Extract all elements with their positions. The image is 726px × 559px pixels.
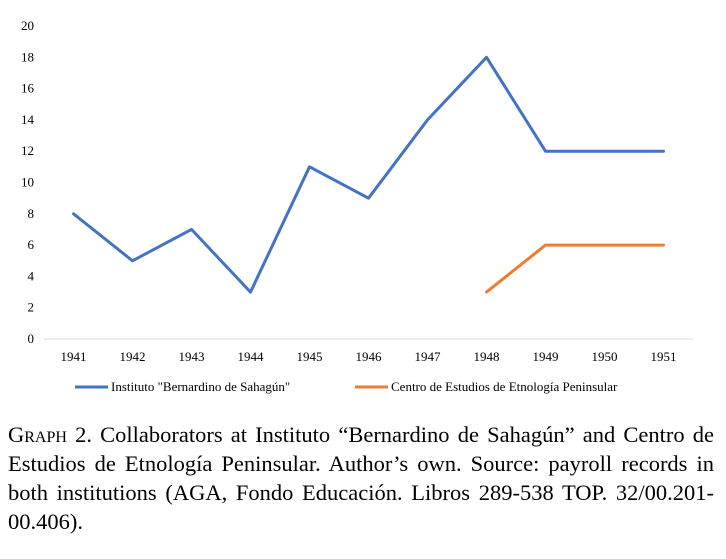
- x-axis-ticks: 1941 1942 1943 1944 1945 1946 1947 1948 1949 1950…: [61, 349, 677, 364]
- y-tick-label: 4: [28, 268, 35, 283]
- x-tick-label: 1947: [415, 349, 442, 364]
- y-tick-label: 18: [21, 49, 34, 64]
- series-lines: [72, 55, 665, 294]
- x-tick-label: 1943: [179, 349, 205, 364]
- y-tick-label: 6: [28, 237, 35, 252]
- series-line-1: [72, 55, 665, 294]
- x-tick-label: 1944: [238, 349, 265, 364]
- y-axis-ticks: 0 2 4 6 8 10 12 14 16 18 20: [21, 18, 35, 346]
- y-tick-label: 0: [28, 331, 35, 346]
- legend-label: Instituto "Bernardino de Sahagún": [111, 379, 290, 394]
- y-tick-label: 14: [21, 112, 35, 127]
- caption-label: Graph 2.: [8, 422, 92, 447]
- legend: Instituto "Bernardino de Sahagún" Centro …: [75, 379, 618, 394]
- y-tick-label: 8: [28, 206, 35, 221]
- x-tick-label: 1950: [592, 349, 618, 364]
- x-tick-label: 1942: [120, 349, 146, 364]
- caption-text: Collaborators at Instituto “Bernardino d…: [8, 422, 715, 534]
- x-tick-label: 1949: [533, 349, 559, 364]
- x-tick-label: 1945: [297, 349, 323, 364]
- x-tick-label: 1948: [474, 349, 500, 364]
- series-line-2: [485, 243, 665, 294]
- x-tick-label: 1946: [356, 349, 383, 364]
- x-tick-label: 1941: [61, 349, 87, 364]
- y-tick-label: 20: [21, 18, 34, 33]
- x-tick-label: 1951: [651, 349, 677, 364]
- figure-caption: Graph 2. Collaborators at Instituto “Ber…: [8, 420, 714, 536]
- y-tick-label: 10: [21, 175, 34, 190]
- legend-label: Centro de Estudios de Etnología Peninsul…: [391, 379, 618, 394]
- y-tick-label: 16: [21, 81, 35, 96]
- y-tick-label: 12: [21, 143, 34, 158]
- y-tick-label: 2: [28, 300, 35, 315]
